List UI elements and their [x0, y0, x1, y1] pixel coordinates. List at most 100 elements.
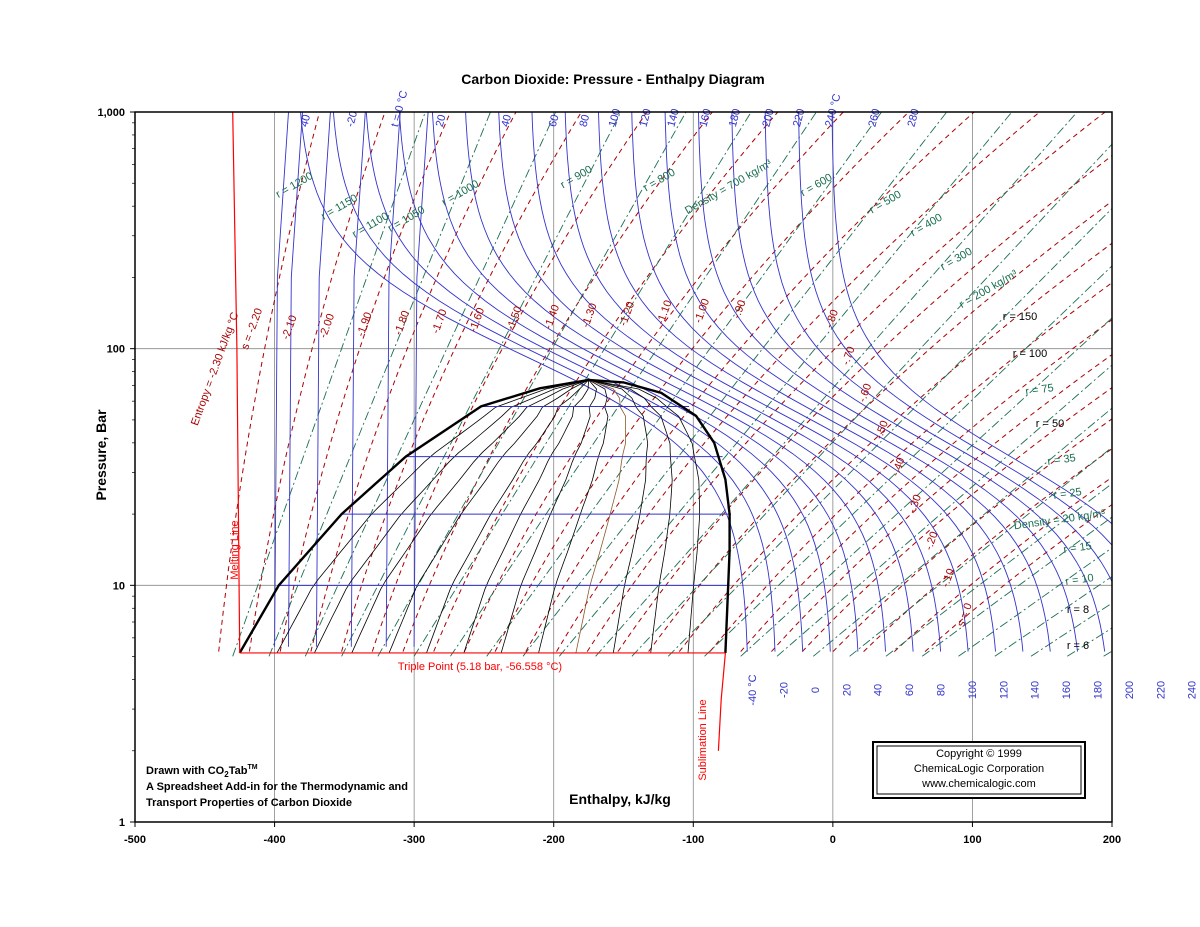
isotherm-label: 20: [434, 113, 449, 128]
copyright-line3: www.chemicalogic.com: [921, 778, 1036, 790]
entropy-label: -1.70: [430, 308, 450, 336]
quality-line: [351, 379, 589, 654]
isentrope-line: [648, 200, 1112, 652]
isotherm-line: [631, 112, 1024, 652]
isotherm-bottom-label: 240: [1187, 681, 1199, 699]
isotherm-line: [315, 112, 331, 647]
isentrope-line: [310, 112, 517, 652]
y-axis-label: Pressure, Bar: [93, 409, 109, 501]
x-tick-label: -200: [543, 834, 565, 846]
melting-line-label: Melting Line: [229, 520, 241, 579]
isochore-line: [1030, 602, 1112, 657]
y-tick-label: 1: [119, 817, 125, 829]
isochore-line: [450, 112, 817, 657]
isotherm-label: 40: [298, 113, 313, 128]
quality-line: [463, 379, 589, 654]
isotherm-line: [564, 112, 969, 652]
sublimation-line-label: Sublimation Line: [697, 699, 709, 780]
density-label: r = 150: [1003, 311, 1038, 323]
density-label: r = 1200: [274, 170, 315, 201]
entropy-label: -2.10: [280, 314, 300, 342]
isotherm-bottom-label: 40: [873, 684, 885, 696]
isochore-line: [667, 207, 1112, 657]
entropy-label: -1.90: [355, 311, 375, 339]
isotherm-label: 120: [638, 107, 654, 128]
isotherm-bottom-label: 180: [1093, 681, 1105, 699]
x-tick-label: -300: [403, 834, 425, 846]
isentrope-line: [740, 319, 1112, 652]
isochore-line: [885, 483, 1112, 657]
density-label: r = 15: [1063, 540, 1093, 556]
footer-note-line1: Drawn with CO2TabTM: [146, 764, 258, 779]
density-label: r = 25: [1053, 486, 1083, 502]
isotherm-line: [664, 112, 1051, 652]
isentrope-line: [371, 112, 648, 652]
density-label: r = 1100: [350, 210, 391, 240]
isochore-line: [595, 112, 1078, 657]
entropy-label: -1.00: [692, 297, 712, 325]
isotherm-line: [731, 112, 1106, 652]
density-label: r = 75: [1025, 382, 1055, 398]
quality-line: [276, 379, 589, 654]
isentrope-line: [463, 112, 844, 652]
density-label: r = 300: [939, 246, 975, 274]
sublimation-line: [717, 652, 726, 751]
isentrope-line: [556, 112, 1041, 652]
entropy-label: -.50: [873, 419, 891, 441]
isotherm-label: 80: [578, 113, 593, 128]
chart-title: Carbon Dioxide: Pressure - Enthalpy Diag…: [461, 71, 764, 87]
isentrope-line: [617, 155, 1112, 652]
isentrope-line: [494, 112, 910, 652]
density-label: r = 10: [1065, 572, 1095, 588]
isotherm-bottom-label: 120: [998, 681, 1010, 699]
isotherm-bottom-label: 160: [1061, 681, 1073, 699]
entropy-label: -2.00: [317, 312, 337, 340]
isotherm-line: [413, 112, 429, 647]
entropy-label: s = -2.20: [239, 307, 265, 352]
isotherm-bottom-label: 20: [841, 684, 853, 696]
isotherm-line: [764, 112, 1112, 583]
quality-line: [426, 379, 589, 654]
saturation-curve: [238, 378, 731, 654]
isochore-line: [413, 112, 752, 657]
isochore-line: [1103, 650, 1112, 657]
density-label: r = 500: [868, 189, 904, 217]
isotherm-line: [465, 112, 886, 652]
density-label: r = 900: [559, 164, 595, 192]
entropy-label: -.90: [731, 299, 749, 321]
isochore-line: [631, 143, 1112, 657]
y-tick-label: 100: [107, 344, 125, 356]
quality-line: [500, 379, 597, 654]
isotherm-line: [598, 112, 996, 652]
plot-frame: [134, 111, 1113, 823]
isotherm-label: -20: [344, 110, 360, 128]
quality-line: [588, 379, 649, 653]
isotherm-bottom-label: 200: [1124, 681, 1136, 699]
isotherm-label: 100: [607, 107, 623, 128]
entropy-label: -.80: [823, 308, 841, 330]
copyright-line1: Copyright © 1999: [936, 748, 1022, 760]
isotherm-line: [398, 112, 831, 652]
density-label: r = 50: [1036, 418, 1064, 430]
isochore-line: [813, 407, 1112, 657]
saturation-dome: [232, 112, 731, 751]
isochore-line: [486, 112, 883, 657]
isotherm-line: [385, 112, 401, 647]
isotherm-bottom-label: 80: [936, 684, 948, 696]
isentrope-line: [924, 503, 1112, 652]
isotherm-label: 140: [665, 107, 681, 128]
quality-line: [588, 379, 700, 653]
isotherm-line: [831, 112, 1112, 525]
isotherm-bottom-label: 0: [810, 687, 822, 693]
isentrope-line: [678, 242, 1112, 652]
isotherm-line: [274, 112, 289, 647]
isotherm-label: 40: [499, 113, 514, 128]
density-label: r = 600: [799, 172, 835, 200]
isotherm-label: 200: [760, 107, 776, 128]
isentrope-line: [341, 112, 583, 652]
isotherm-line: [288, 112, 303, 647]
density-label: r = 400: [909, 212, 945, 240]
isochore-line: [558, 112, 1013, 657]
isentrope-line: [402, 112, 713, 652]
isochore-line: [1140, 107, 1200, 656]
